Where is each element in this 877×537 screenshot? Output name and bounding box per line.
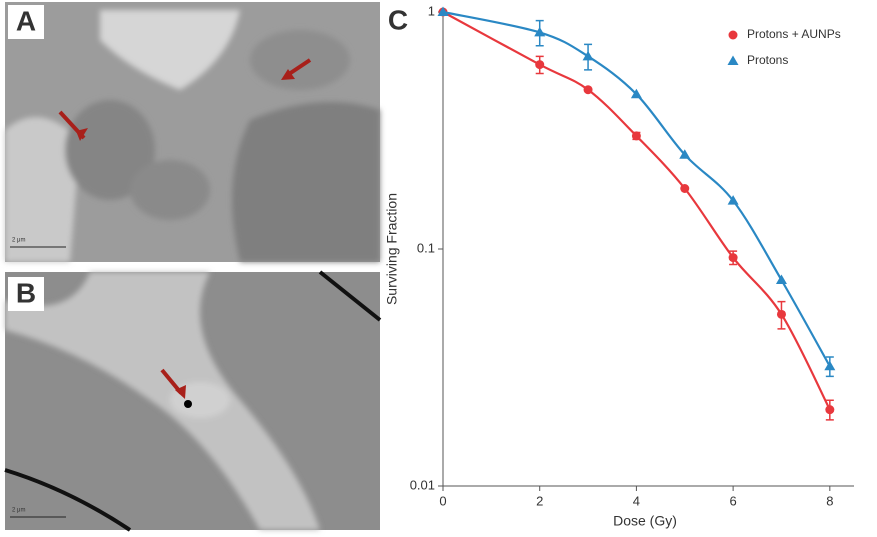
y-tick-label: 0.1 bbox=[417, 240, 435, 255]
legend-marker bbox=[728, 30, 738, 40]
y-tick-label: 0.01 bbox=[410, 477, 435, 492]
x-tick-label: 2 bbox=[536, 493, 543, 508]
x-tick-label: 0 bbox=[439, 493, 446, 508]
x-tick-label: 4 bbox=[633, 493, 640, 508]
marker bbox=[680, 184, 690, 194]
marker bbox=[582, 50, 594, 61]
marker bbox=[776, 309, 786, 319]
marker bbox=[631, 131, 641, 141]
legend-marker bbox=[727, 55, 739, 65]
marker bbox=[679, 149, 691, 159]
panel-b: B 2 μm bbox=[4, 270, 382, 532]
scale-bar-label: 2 μm bbox=[12, 508, 25, 514]
marker bbox=[728, 253, 738, 263]
marker bbox=[824, 360, 836, 371]
arrowhead bbox=[175, 385, 186, 399]
legend-label: Protons bbox=[747, 53, 788, 67]
panel-label-box bbox=[8, 277, 44, 311]
edge bbox=[318, 270, 382, 322]
marker bbox=[727, 195, 739, 205]
panel-label: A bbox=[16, 5, 36, 36]
micrograph-texture bbox=[5, 10, 380, 262]
chart: C Dose (Gy) Surviving Fraction 0.01 0.1 1 0… bbox=[384, 3, 854, 529]
edge bbox=[4, 468, 132, 532]
y-axis-title: Surviving Fraction bbox=[384, 193, 400, 305]
panel-a: A 2 μm bbox=[5, 2, 380, 262]
panel-label-box bbox=[8, 5, 44, 39]
x-tick-label: 6 bbox=[730, 493, 737, 508]
x-tick-label: 8 bbox=[826, 493, 833, 508]
marker bbox=[534, 26, 546, 37]
marker bbox=[535, 60, 545, 70]
marker bbox=[437, 6, 449, 16]
arrowhead bbox=[76, 128, 88, 141]
marker bbox=[825, 405, 835, 415]
marker bbox=[583, 85, 593, 95]
legend-label: Protons + AUNPs bbox=[747, 27, 841, 41]
panel-label: B bbox=[16, 277, 36, 308]
marker bbox=[775, 274, 787, 284]
fit-line bbox=[442, 11, 831, 411]
scale-bar-label: 2 μm bbox=[12, 238, 25, 244]
x-axis-title: Dose (Gy) bbox=[613, 513, 677, 529]
arrowhead bbox=[281, 69, 295, 80]
marker bbox=[630, 88, 642, 99]
panel-label: C bbox=[388, 4, 408, 35]
y-tick-label: 1 bbox=[428, 3, 435, 18]
nanoparticle bbox=[184, 400, 192, 408]
